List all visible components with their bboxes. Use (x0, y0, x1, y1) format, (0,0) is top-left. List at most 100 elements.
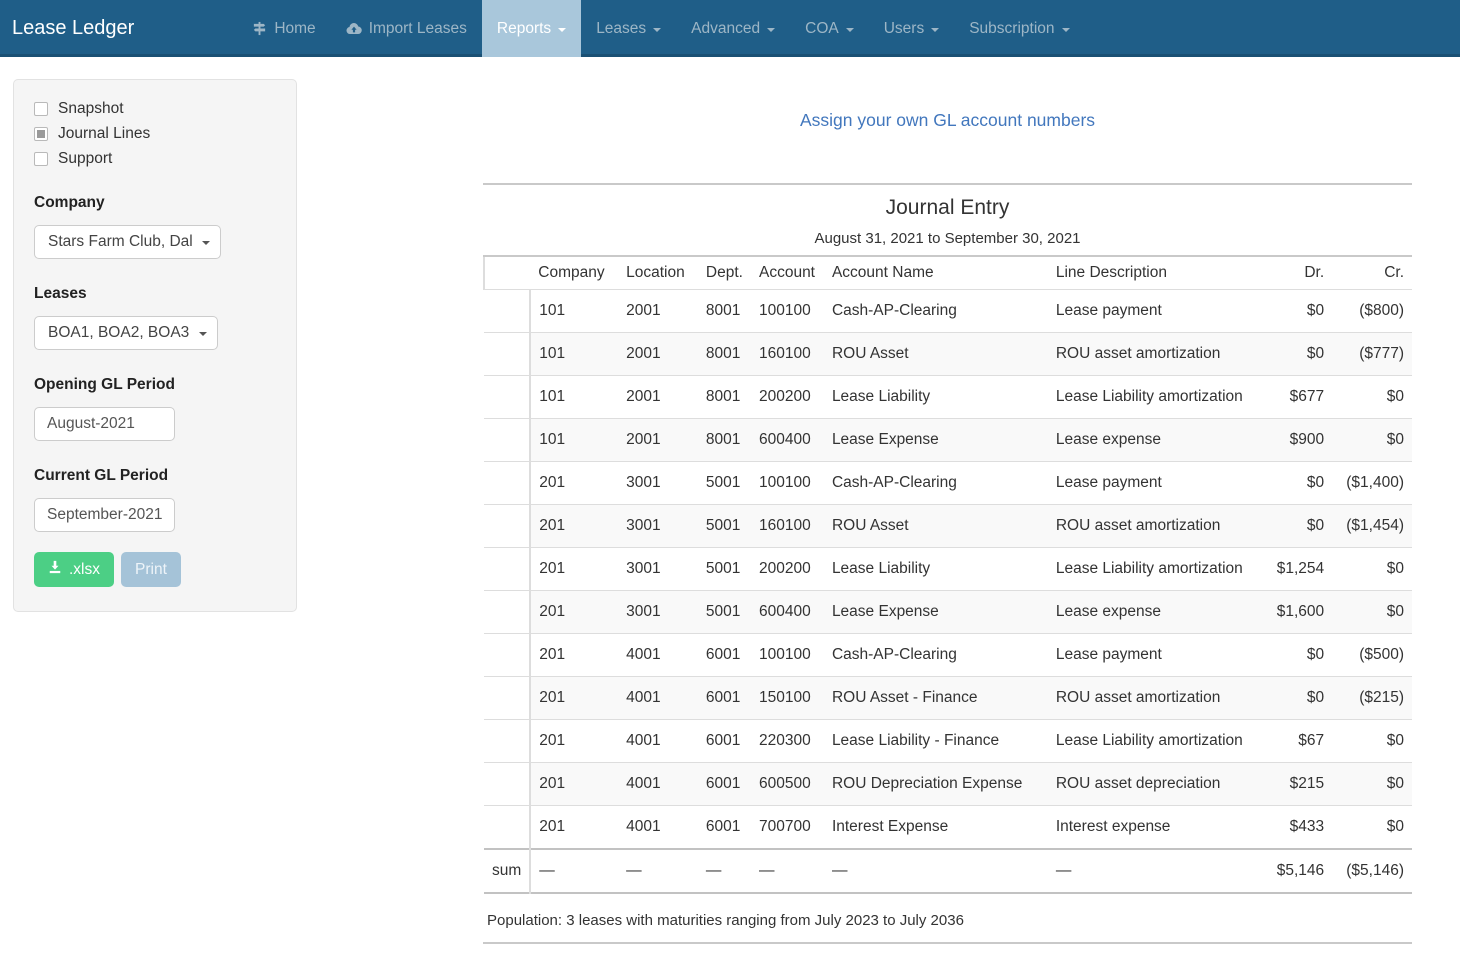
nav-item-leases[interactable]: Leases (581, 0, 676, 57)
divider (483, 942, 1412, 944)
cell-company: 201 (539, 474, 566, 491)
cell-account-name: Lease Liability (831, 388, 931, 405)
cell-cr: ($215) (1332, 676, 1412, 720)
sum-cr: ($5,146) (1346, 862, 1404, 879)
table-row: 201 4001 6001 600500 ROU Depreciation Ex… (484, 762, 1412, 806)
checkbox-row-journal-lines[interactable]: Journal Lines (34, 125, 276, 143)
nav-item-coa[interactable]: COA (790, 0, 869, 57)
row-header-cell (484, 547, 532, 591)
col-header-dept: Dept. (697, 255, 751, 290)
cell-line-description: ROU asset amortization (1047, 332, 1269, 376)
col-header-line-description: Line Description (1047, 255, 1269, 290)
current-gl-period-input[interactable] (34, 498, 175, 532)
snapshot-checkbox[interactable] (34, 102, 48, 116)
cell-company: 101 (530, 332, 619, 376)
cell-account-name: Interest Expense (831, 818, 949, 835)
cell-line-description: Lease Liability amortization (1055, 388, 1243, 405)
download-icon (48, 560, 62, 579)
chevron-down-icon (653, 27, 662, 32)
row-header-cell (484, 719, 532, 763)
checkbox-row-snapshot[interactable]: Snapshot (34, 100, 276, 118)
table-row: 201 3001 5001 600400 Lease Expense Lease… (484, 590, 1412, 634)
cell-line-description: Lease Liability amortization (1055, 732, 1243, 749)
assign-gl-account-numbers-link[interactable]: Assign your own GL account numbers (799, 110, 1096, 130)
row-header-cell (484, 762, 532, 806)
download-xlsx-button[interactable]: .xlsx (34, 552, 114, 587)
cell-location: 4001 (618, 676, 698, 720)
cell-company: 101 (539, 388, 566, 405)
print-button[interactable]: Print (121, 552, 181, 587)
support-checkbox[interactable] (34, 152, 48, 166)
row-header-cell (484, 418, 532, 462)
chevron-down-icon (931, 27, 940, 32)
cell-location: 4001 (626, 732, 661, 749)
cell-location: 2001 (626, 388, 661, 405)
cell-dept: 6001 (697, 676, 751, 720)
cell-account-name: ROU Asset (823, 332, 1048, 376)
table-row: 201 4001 6001 700700 Interest Expense In… (484, 805, 1412, 849)
cell-line-description: Lease expense (1047, 590, 1269, 634)
map-signs-icon (252, 21, 267, 36)
cell-dept: 5001 (705, 474, 741, 491)
divider (483, 183, 1412, 185)
nav-label: Subscription (969, 19, 1055, 37)
nav-item-subscription[interactable]: Subscription (954, 0, 1084, 57)
chevron-down-icon (558, 27, 567, 32)
cell-account-name: Lease Liability (831, 560, 931, 577)
table-row: 201 4001 6001 100100 Cash-AP-Clearing Le… (484, 633, 1412, 677)
cell-account-name: Lease Liability - Finance (831, 732, 1000, 749)
sum-company: — (539, 862, 555, 879)
cell-location: 3001 (626, 560, 661, 577)
cell-line-description: ROU asset amortization (1047, 676, 1269, 720)
nav-item-import-leases[interactable]: Import Leases (331, 0, 482, 57)
cell-line-description: Lease Liability amortization (1055, 560, 1243, 577)
nav-item-reports[interactable]: Reports (481, 0, 582, 57)
nav-label: Leases (596, 19, 647, 37)
app-brand[interactable]: Lease Ledger (12, 17, 135, 39)
company-label: Company (34, 194, 105, 211)
row-header-cell (484, 504, 532, 548)
cell-account: 700700 (758, 818, 811, 835)
chevron-down-icon (199, 332, 207, 336)
chevron-down-icon (202, 241, 210, 245)
table-row: 201 4001 6001 220300 Lease Liability - F… (484, 719, 1412, 763)
cell-dept: 6001 (705, 818, 741, 835)
cell-dr: $1,254 (1276, 560, 1325, 577)
cell-account: 160100 (750, 504, 824, 548)
nav-item-users[interactable]: Users (869, 0, 954, 57)
cell-account: 100100 (758, 302, 811, 319)
checkbox-label: Snapshot (58, 100, 124, 117)
row-header-cell (484, 676, 532, 720)
row-header-cell (484, 633, 532, 677)
cell-account: 150100 (750, 676, 824, 720)
cell-account-name: Lease Expense (823, 590, 1048, 634)
cell-account-name: ROU Depreciation Expense (823, 762, 1048, 806)
chevron-down-icon (845, 27, 854, 32)
opening-gl-period-input[interactable] (34, 407, 175, 441)
cell-line-description: Lease payment (1055, 302, 1162, 319)
cell-dr: $0 (1268, 504, 1333, 548)
nav-label: Import Leases (368, 19, 467, 37)
cell-company: 201 (539, 818, 566, 835)
current-gl-period-label: Current GL Period (34, 467, 169, 484)
cell-dept: 5001 (697, 590, 751, 634)
leases-select[interactable]: BOA1, BOA2, BOA3 (34, 316, 218, 350)
company-select[interactable]: Stars Farm Club, Dal (34, 225, 221, 259)
checkbox-label: Journal Lines (58, 125, 151, 142)
table-row: 101 2001 8001 200200 Lease Liability Lea… (484, 375, 1412, 419)
cell-location: 3001 (618, 504, 698, 548)
sum-dr: $5,146 (1276, 862, 1325, 879)
nav-item-advanced[interactable]: Advanced (676, 0, 790, 57)
nav-item-home[interactable]: Home (237, 0, 330, 57)
cell-location: 2001 (618, 418, 698, 462)
navbar: Lease Ledger Home Import Leases Rep (0, 0, 1460, 57)
chevron-down-icon (767, 27, 776, 32)
cell-account: 100100 (758, 646, 811, 663)
sum-location: — (626, 862, 642, 879)
cell-account: 600400 (750, 590, 824, 634)
table-row: 201 3001 5001 200200 Lease Liability Lea… (484, 547, 1412, 591)
cell-dr: $0 (1306, 646, 1325, 663)
cell-cr: ($500) (1359, 646, 1404, 663)
journal-lines-checkbox[interactable] (34, 127, 48, 141)
checkbox-row-support[interactable]: Support (34, 150, 276, 168)
